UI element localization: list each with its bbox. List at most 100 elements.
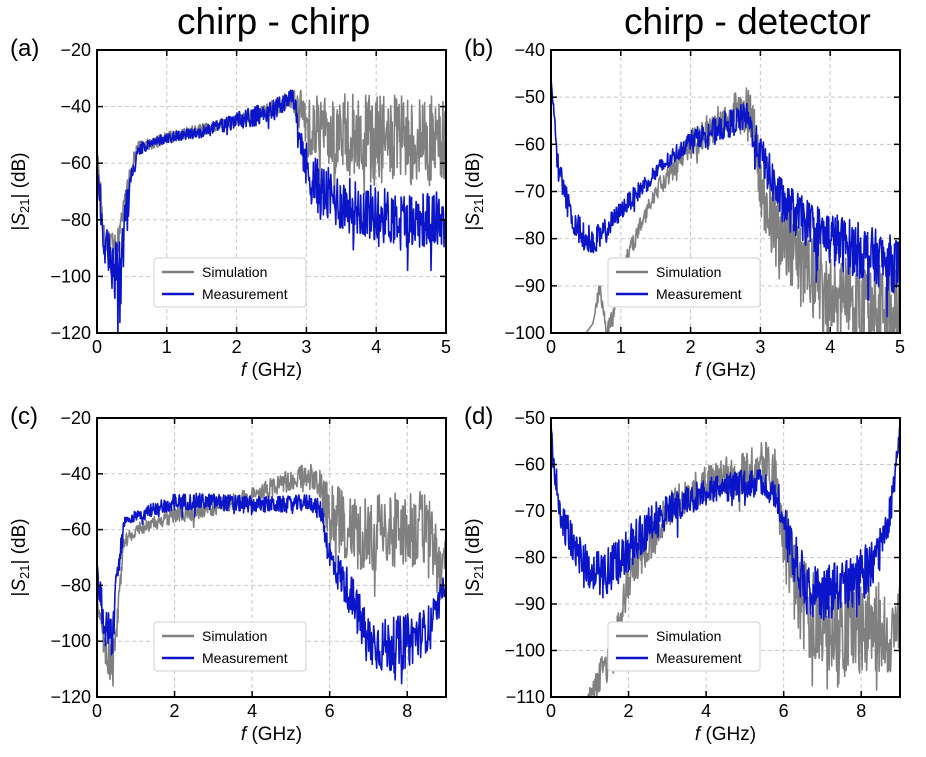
y-axis-label: |S21| (dB) [463, 152, 486, 230]
x-axis-label: f (GHz) [695, 724, 756, 745]
x-tick-label: 4 [371, 337, 381, 357]
x-tick-label: 1 [162, 337, 172, 357]
x-axis-label: f (GHz) [695, 360, 756, 381]
y-axis-label-sub: 21 [471, 565, 486, 579]
x-axis-label-var: f [241, 724, 248, 745]
series-measurement-line [551, 76, 900, 318]
x-tick-label: 2 [232, 337, 242, 357]
legend: Simulation Measurement [153, 621, 307, 672]
x-axis-label-unit: (GHz) [700, 724, 756, 745]
y-tick-label: −20 [60, 408, 91, 428]
axes-frame [96, 417, 447, 698]
y-axis-label-close: | (dB) [463, 518, 484, 564]
series-group [97, 463, 446, 687]
y-tick-label: −120 [50, 323, 91, 343]
x-tick-label: 2 [624, 701, 634, 721]
legend-label-simulation: Simulation [202, 628, 267, 644]
y-axis-label: |S21| (dB) [9, 518, 32, 596]
y-tick-label: −100 [50, 631, 91, 651]
y-axis-label-var: S [9, 579, 30, 592]
y-axis-label: |S21| (dB) [9, 152, 32, 230]
legend-label-simulation: Simulation [656, 628, 721, 644]
y-tick-label: −80 [60, 210, 91, 230]
y-tick-label: −90 [514, 594, 545, 614]
x-tick-label: 5 [895, 337, 905, 357]
panel-label: (d) [464, 403, 493, 430]
y-tick-label: −100 [50, 266, 91, 286]
series-measurement-line [551, 424, 900, 621]
y-axis-label-sub: 21 [17, 565, 32, 579]
column-title-chirp-chirp: chirp - chirp [177, 1, 371, 42]
y-tick-label: −60 [514, 134, 545, 154]
series-group [551, 424, 900, 697]
y-axis-label-open: | [463, 226, 484, 231]
x-axis-label-unit: (GHz) [246, 360, 302, 381]
legend-label-measurement: Measurement [656, 286, 742, 302]
x-tick-label: 3 [755, 337, 765, 357]
y-tick-label: −50 [514, 408, 545, 428]
y-axis-label-var: S [9, 213, 30, 226]
panel-a: 0 1 2 3 4 5 −120 −100 −80 −60 −40 −20 f (GHz) |S21| (… [9, 35, 451, 381]
x-axis-label-var: f [695, 360, 702, 381]
panel-label: (c) [10, 403, 38, 430]
y-tick-label: −100 [504, 323, 545, 343]
x-axis-label-unit: (GHz) [700, 360, 756, 381]
legend-label-simulation: Simulation [656, 264, 721, 280]
series-simulation-line [97, 463, 446, 687]
y-axis-label-open: | [463, 592, 484, 597]
legend: Simulation Measurement [607, 257, 761, 308]
series-group [551, 76, 900, 333]
y-tick-label: −70 [514, 501, 545, 521]
x-tick-label: 6 [325, 701, 335, 721]
legend: Simulation Measurement [153, 257, 307, 308]
y-tick-label: −50 [514, 87, 545, 107]
x-tick-label: 4 [247, 701, 257, 721]
x-tick-label: 8 [402, 701, 412, 721]
y-tick-label: −110 [506, 687, 545, 707]
x-tick-label: 6 [779, 701, 789, 721]
series-measurement-line [97, 89, 446, 333]
x-tick-label: 8 [856, 701, 866, 721]
y-tick-label: −40 [60, 464, 91, 484]
y-axis-label-close: | (dB) [9, 152, 30, 198]
y-axis-label-open: | [9, 226, 30, 231]
series-simulation-line [551, 87, 900, 333]
x-axis-label-unit: (GHz) [246, 724, 302, 745]
x-tick-label: 2 [686, 337, 696, 357]
y-axis-label-sub: 21 [471, 199, 486, 213]
x-tick-label: 2 [170, 701, 180, 721]
x-axis-label-var: f [241, 360, 248, 381]
y-tick-label: −120 [50, 687, 91, 707]
legend-label-measurement: Measurement [202, 286, 288, 302]
x-tick-label: 0 [92, 701, 102, 721]
y-tick-label: −90 [514, 276, 545, 296]
legend-label-measurement: Measurement [202, 650, 288, 666]
y-tick-label: −60 [60, 520, 91, 540]
x-tick-label: 0 [546, 337, 556, 357]
x-axis-label: f (GHz) [241, 724, 302, 745]
column-title-chirp-detector: chirp - detector [624, 1, 871, 42]
panel-d: 0 2 4 6 8 −110 −100 −90 −80 −70 −60 −50 f (GHz) |S21|… [463, 403, 901, 745]
y-tick-label: −80 [60, 575, 91, 595]
x-tick-label: 0 [546, 701, 556, 721]
x-tick-label: 1 [616, 337, 626, 357]
y-axis-label-close: | (dB) [9, 518, 30, 564]
panel-c: 0 2 4 6 8 −120 −100 −80 −60 −40 −20 f (GHz) |S21| (d… [9, 403, 447, 745]
series-group [97, 89, 446, 333]
x-axis-label: f (GHz) [241, 360, 302, 381]
y-tick-label: −80 [514, 229, 545, 249]
legend: Simulation Measurement [607, 621, 761, 672]
y-axis-label-var: S [463, 213, 484, 226]
y-tick-label: −20 [60, 40, 91, 60]
legend-label-measurement: Measurement [656, 650, 742, 666]
y-tick-label: −100 [504, 641, 545, 661]
legend-label-simulation: Simulation [202, 264, 267, 280]
y-axis-label-close: | (dB) [463, 152, 484, 198]
panel-b: 0 1 2 3 4 5 −100 −90 −80 −70 −60 −50 −40 f (GHz) |S21|… [463, 35, 905, 381]
x-axis-label-var: f [695, 724, 702, 745]
y-tick-label: −60 [514, 455, 545, 475]
x-tick-label: 4 [701, 701, 711, 721]
panel-label: (a) [10, 35, 39, 62]
x-tick-label: 0 [92, 337, 102, 357]
